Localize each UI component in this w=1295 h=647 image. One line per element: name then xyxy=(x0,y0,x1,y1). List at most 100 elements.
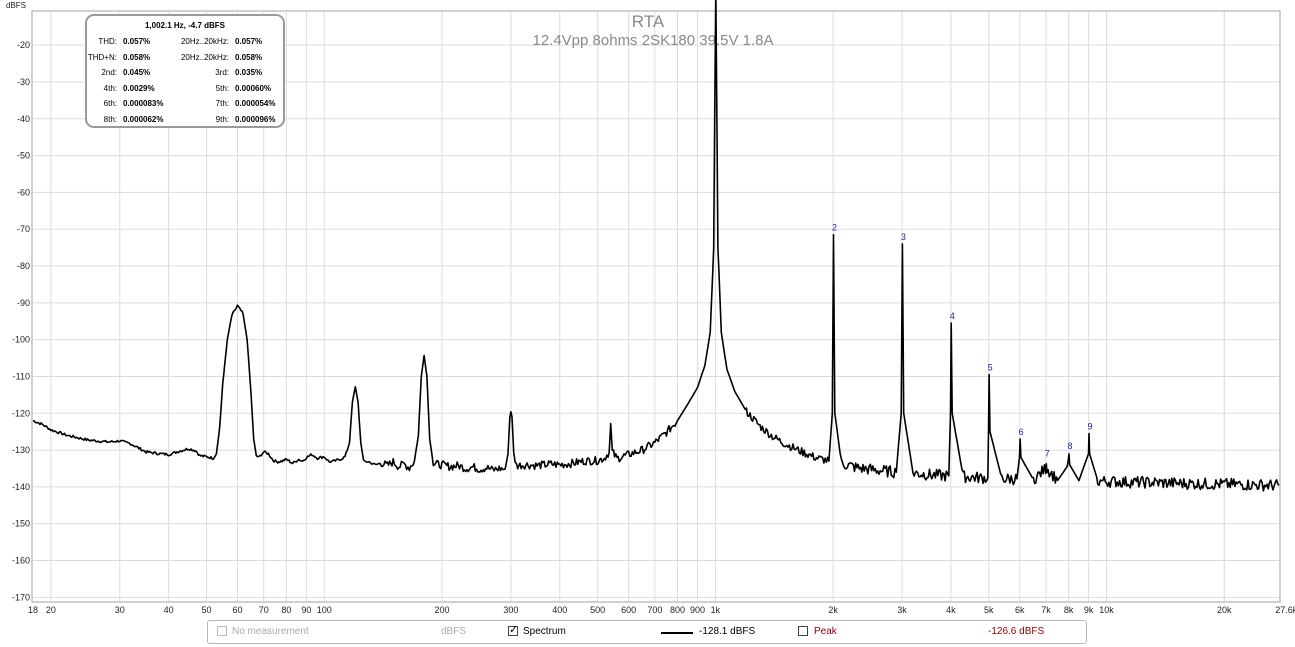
x-tick-label-7: 80 xyxy=(281,605,291,615)
stat-label: 9th: xyxy=(215,114,229,124)
y-tick-label-11: -130 xyxy=(12,445,30,455)
stat-label: THD: xyxy=(98,37,117,46)
harmonic-label-5: 7 xyxy=(1045,448,1050,458)
spectrum-checkbox[interactable]: ✓ xyxy=(508,624,519,636)
legend-bar: No measurement dBFS ✓ Spectrum -128.1 dB… xyxy=(207,620,1087,644)
harmonic-label-7: 9 xyxy=(1087,422,1092,432)
stat-label: 20Hz..20kHz: xyxy=(180,52,229,62)
y-tick-label-14: -160 xyxy=(12,556,30,566)
y-tick-label-1: -30 xyxy=(17,77,30,87)
stat-label: 4th: xyxy=(103,83,117,93)
x-tick-label-18: 1k xyxy=(711,605,721,615)
x-tick-label-9: 100 xyxy=(317,605,332,615)
x-tick-label-21: 4k xyxy=(946,605,956,615)
y-tick-label-8: -100 xyxy=(12,335,30,345)
stat-value: 0.057% xyxy=(123,37,151,46)
x-tick-label-27: 10k xyxy=(1099,605,1114,615)
chart-subtitle: 12.4Vpp 8ohms 2SK180 39.5V 1.8A xyxy=(532,32,773,49)
spectrum-value: -128.1 dBFS xyxy=(699,626,756,637)
x-tick-label-4: 50 xyxy=(202,605,212,615)
harmonic-label-4: 6 xyxy=(1019,427,1024,437)
y-tick-label-4: -60 xyxy=(17,187,30,197)
x-tick-label-15: 700 xyxy=(647,605,662,615)
series-line-0 xyxy=(32,0,1280,492)
y-tick-label-3: -50 xyxy=(17,151,30,161)
stat-label: 8th: xyxy=(103,114,117,124)
stat-row: 8th: 0.000062% 9th: 0.000096% xyxy=(87,115,283,127)
x-tick-label-13: 500 xyxy=(590,605,605,615)
y-tick-label-6: -80 xyxy=(17,261,30,271)
stat-row: 2nd: 0.045% 3rd: 0.035% xyxy=(87,68,283,80)
y-tick-label-13: -150 xyxy=(12,519,30,529)
x-tick-label-23: 6k xyxy=(1015,605,1025,615)
y-tick-label-10: -120 xyxy=(12,408,30,418)
stat-row: 6th: 0.000083% 7th: 0.000054% xyxy=(87,99,283,111)
stat-value: 0.000062% xyxy=(123,114,164,124)
stat-value: 0.058% xyxy=(235,52,263,62)
harmonic-label-3: 5 xyxy=(988,363,993,373)
x-tick-label-8: 90 xyxy=(301,605,311,615)
x-tick-label-25: 8k xyxy=(1064,605,1074,615)
spectrum-label: Spectrum xyxy=(523,626,566,637)
stat-label: 7th: xyxy=(215,99,229,108)
x-tick-label-16: 800 xyxy=(670,605,685,615)
stat-value: 0.000083% xyxy=(123,99,164,108)
x-tick-label-14: 600 xyxy=(621,605,636,615)
y-axis-ticks: -20 -30 -40 -50 -60 -70 -80 -90 -100 -110 -120 -130… xyxy=(12,40,30,602)
x-tick-label-28: 20k xyxy=(1217,605,1232,615)
check-icon: ✓ xyxy=(509,624,519,636)
y-tick-label-15: -170 xyxy=(12,592,30,602)
x-axis-ticks: 18 20 30 40 50 60 70 80 90 100 200 300 400 500 600 700 8… xyxy=(28,605,1295,615)
harmonic-labels: 2 3 4 5 6 7 8 9 xyxy=(832,223,1093,459)
x-tick-label-6: 70 xyxy=(259,605,269,615)
stat-value: 0.045% xyxy=(123,68,151,77)
no-measurement-checkbox[interactable] xyxy=(217,626,227,636)
y-unit-label: dBFS xyxy=(6,1,26,10)
stats-header: 1,002.1 Hz, -4.7 dBFS xyxy=(144,21,226,30)
y-tick-label-2: -40 xyxy=(17,114,30,124)
x-tick-label-12: 400 xyxy=(552,605,567,615)
x-tick-label-1: 20 xyxy=(46,605,56,615)
stat-value: 0.000054% xyxy=(235,99,276,108)
x-tick-label-17: 900 xyxy=(690,605,705,615)
harmonic-label-2: 4 xyxy=(950,311,955,321)
legend-unit: dBFS xyxy=(441,626,467,637)
x-tick-label-29: 27.6k Hz xyxy=(1275,605,1295,615)
y-tick-label-12: -140 xyxy=(12,482,30,492)
y-tick-label-5: -70 xyxy=(17,224,30,234)
stat-label: 6th: xyxy=(103,99,117,108)
peak-checkbox[interactable] xyxy=(798,626,808,636)
x-tick-label-2: 30 xyxy=(115,605,125,615)
series-layer xyxy=(32,0,1280,492)
spectrum-line-swatch xyxy=(661,632,693,634)
peak-value: -126.6 dBFS xyxy=(988,626,1045,637)
y-tick-label-7: -90 xyxy=(17,298,30,308)
harmonic-label-1: 3 xyxy=(901,232,906,242)
y-tick-label-0: -20 xyxy=(17,40,30,50)
distortion-stats-box[interactable]: 1,002.1 Hz, -4.7 dBFS THD: 0.057% 20Hz..20… xyxy=(85,14,285,128)
x-tick-label-3: 40 xyxy=(164,605,174,615)
stat-value: 0.0029% xyxy=(123,83,155,93)
x-tick-label-26: 9k xyxy=(1084,605,1094,615)
x-tick-label-24: 7k xyxy=(1041,605,1051,615)
x-tick-label-0: 18 xyxy=(28,605,38,615)
x-tick-label-19: 2k xyxy=(828,605,838,615)
grid-lines xyxy=(33,12,1279,601)
stat-row: THD: 0.057% 20Hz..20kHz: 0.057% xyxy=(87,37,283,49)
stat-label: 20Hz..20kHz: xyxy=(180,37,229,46)
x-tick-label-11: 300 xyxy=(503,605,518,615)
peak-label: Peak xyxy=(814,626,837,637)
stat-row: THD+N: 0.058% 20Hz..20kHz: 0.058% xyxy=(87,53,283,65)
stat-value: 0.00060% xyxy=(235,83,272,93)
stat-row: 4th: 0.0029% 5th: 0.00060% xyxy=(87,84,283,96)
harmonic-label-6: 8 xyxy=(1067,441,1072,451)
x-tick-label-10: 200 xyxy=(435,605,450,615)
x-tick-label-22: 5k xyxy=(984,605,994,615)
x-tick-label-5: 60 xyxy=(233,605,243,615)
chart-title: RTA xyxy=(632,12,665,31)
no-measurement-label: No measurement xyxy=(232,626,309,637)
stat-value: 0.000096% xyxy=(235,114,276,124)
stat-label: 5th: xyxy=(215,83,229,93)
stat-label: THD+N: xyxy=(87,52,117,62)
stat-label: 3rd: xyxy=(215,68,229,77)
